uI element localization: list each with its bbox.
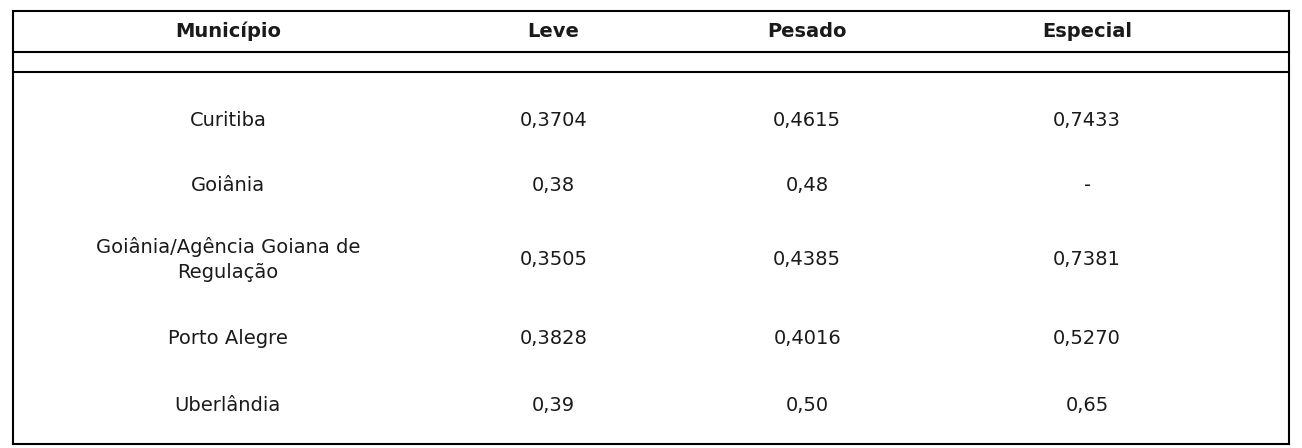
Text: Curitiba: Curitiba [189,112,267,130]
Text: Goiânia/Agência Goiana de
Regulação: Goiânia/Agência Goiana de Regulação [95,237,361,282]
Text: 0,7433: 0,7433 [1053,112,1121,130]
Text: 0,50: 0,50 [785,396,829,415]
Text: -: - [1083,177,1091,195]
Text: 0,48: 0,48 [785,177,829,195]
Text: Uberlândia: Uberlândia [174,396,281,415]
Text: 0,65: 0,65 [1065,396,1109,415]
Text: 0,3704: 0,3704 [519,112,587,130]
Text: Município: Município [174,22,281,41]
Text: 0,3828: 0,3828 [519,329,587,348]
Text: 0,4016: 0,4016 [773,329,841,348]
Text: 0,3505: 0,3505 [519,250,587,269]
Text: 0,38: 0,38 [531,177,575,195]
Text: 0,7381: 0,7381 [1053,250,1121,269]
Text: Especial: Especial [1042,22,1133,41]
Text: Goiânia: Goiânia [191,177,264,195]
Text: 0,5270: 0,5270 [1053,329,1121,348]
Text: Leve: Leve [527,22,579,41]
Text: Porto Alegre: Porto Alegre [168,329,288,348]
Text: 0,4615: 0,4615 [773,112,841,130]
Text: 0,4385: 0,4385 [773,250,841,269]
Text: Pesado: Pesado [767,22,848,41]
Text: 0,39: 0,39 [531,396,575,415]
